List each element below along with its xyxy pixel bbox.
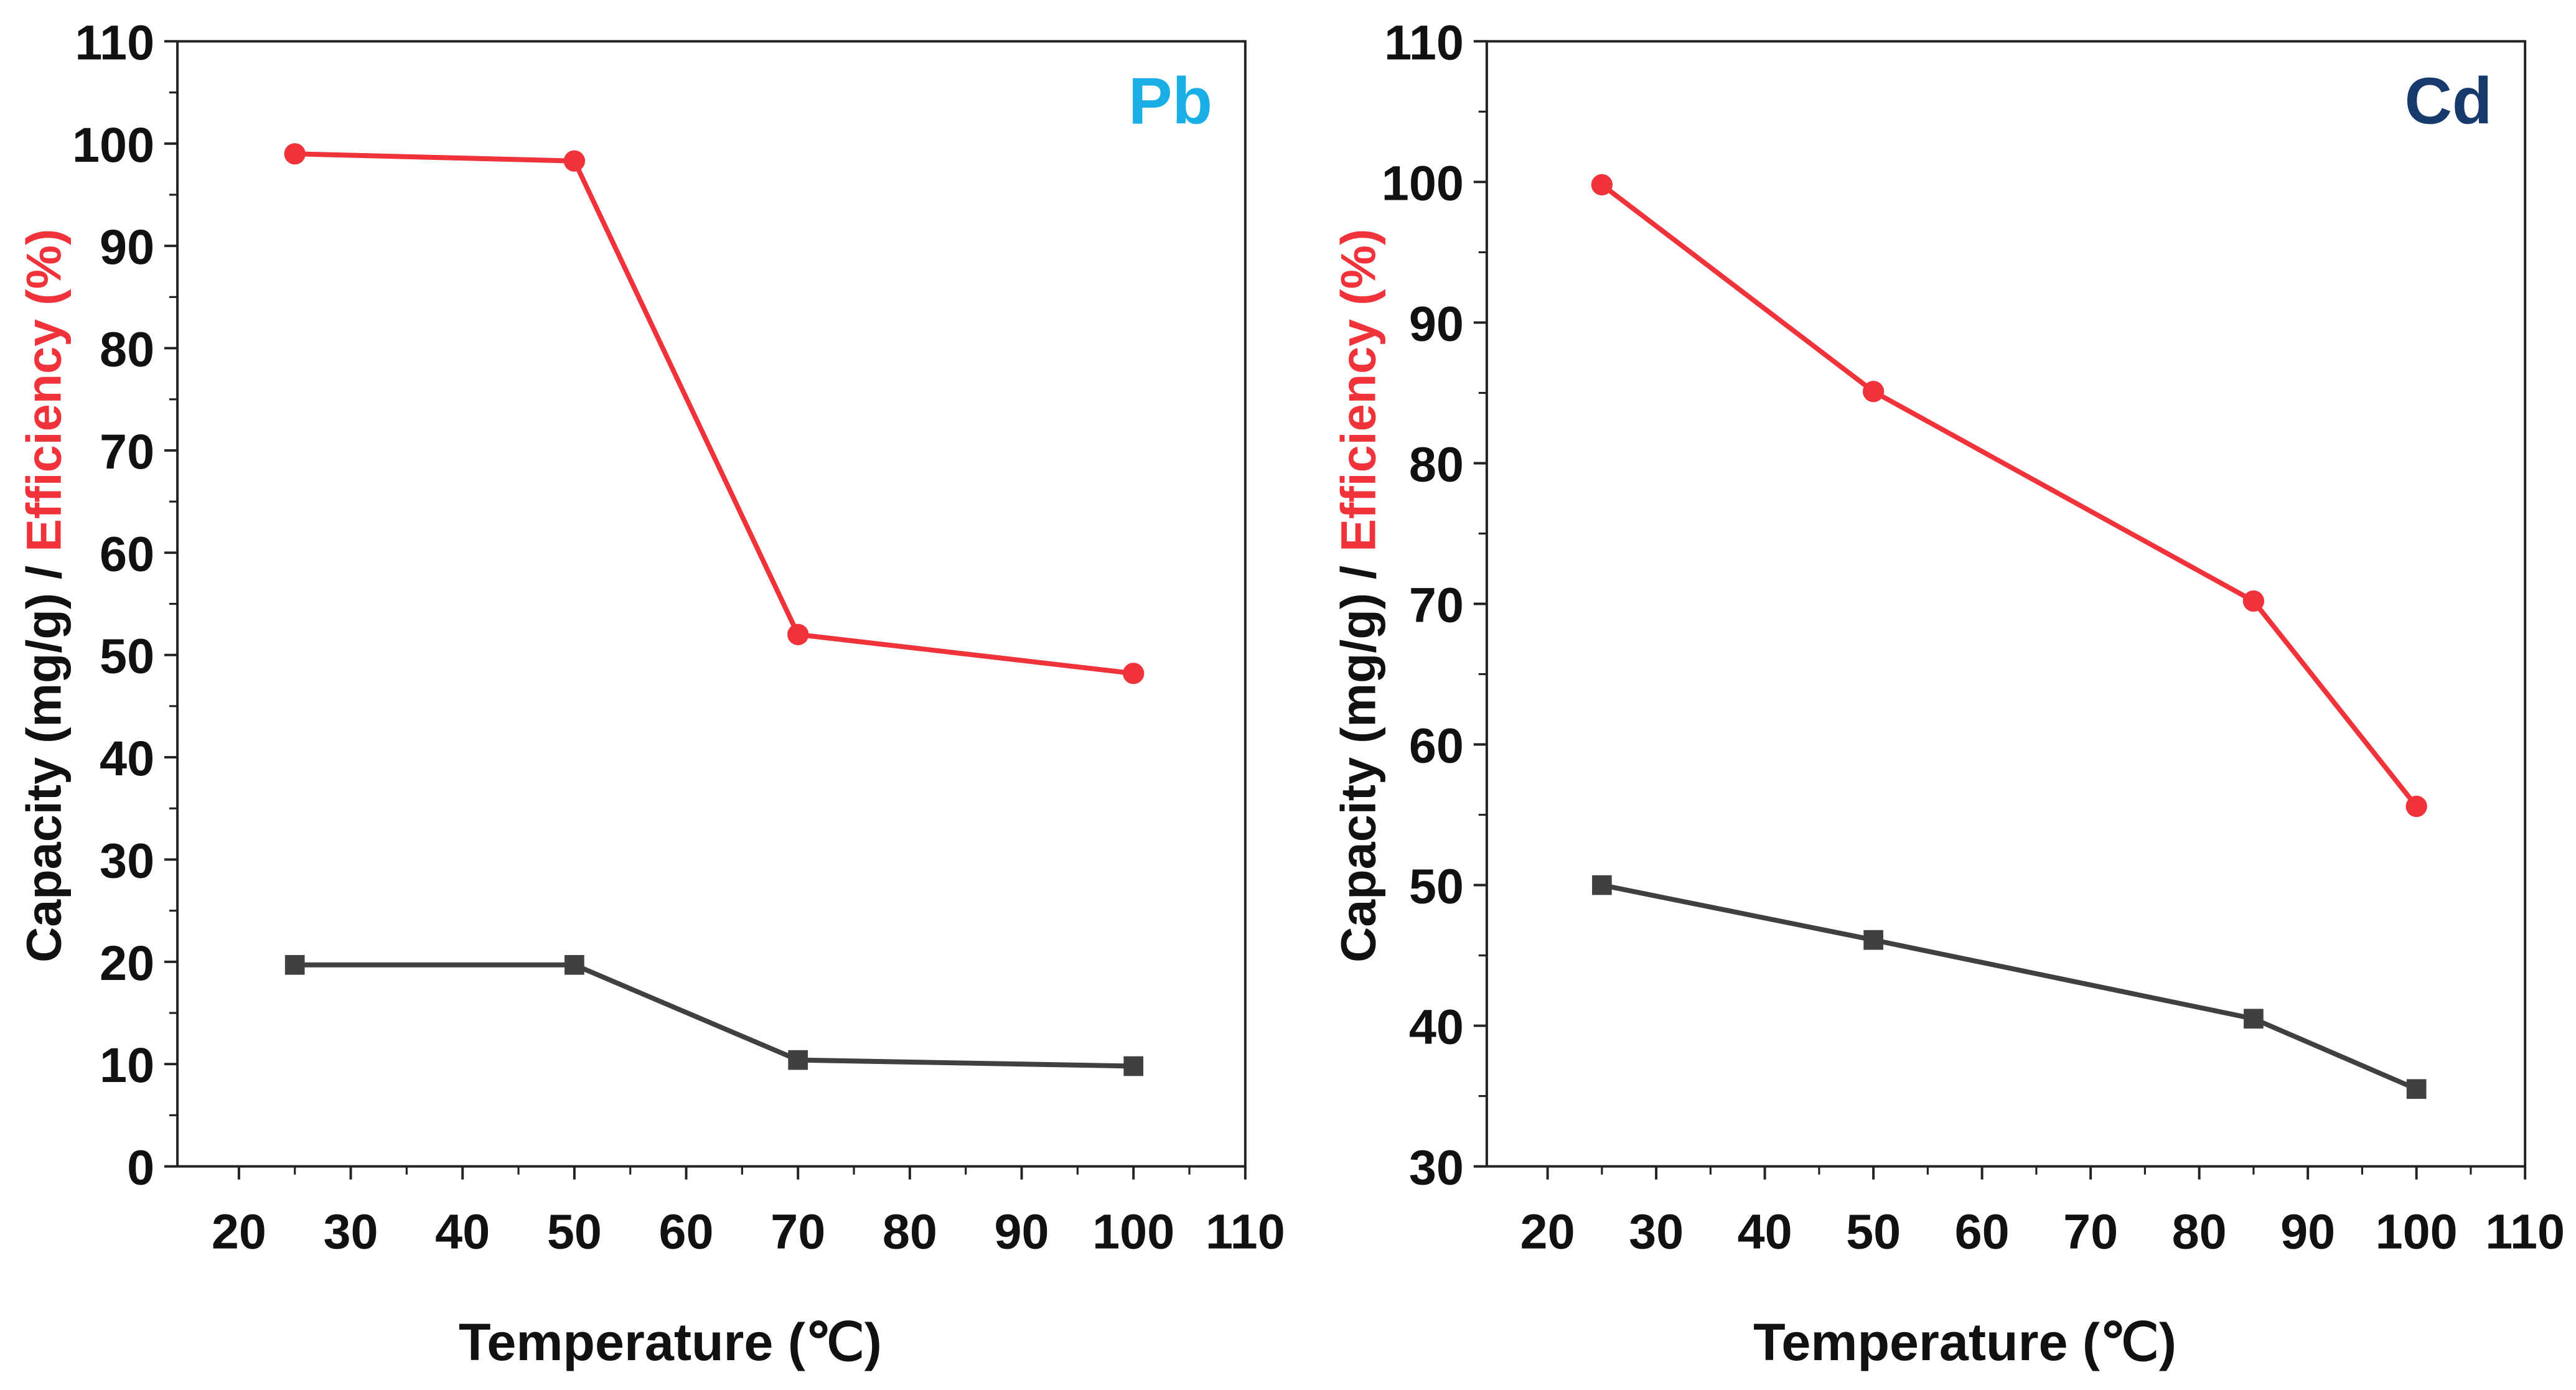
- y-tick-label: 60: [1409, 718, 1464, 773]
- series-line-efficiency: [1600, 182, 2419, 808]
- data-point-capacity: [2244, 1009, 2264, 1029]
- y-tick-label: 50: [1409, 859, 1464, 914]
- data-point-efficiency: [1591, 174, 1613, 196]
- data-point-efficiency: [284, 143, 306, 165]
- x-tick-label: 60: [659, 1204, 714, 1259]
- y-tick-label: 110: [1384, 14, 1464, 70]
- panel-pb: 20 30 40 50 60 70 80 90 100 110 0 10 20 30 40 50 60 70 80 9…: [16, 14, 1285, 1371]
- data-point-capacity: [284, 954, 305, 975]
- y-tick-label: 100: [1382, 155, 1464, 210]
- x-tick-label: 50: [547, 1204, 602, 1259]
- x-tick-label: 20: [1520, 1204, 1575, 1259]
- y-tick-label: 110: [75, 14, 154, 70]
- y-label-capacity: Capacity (mg/g) /: [16, 552, 72, 963]
- y-tick-label: 70: [100, 424, 154, 479]
- x-axis-label: Temperature (℃): [459, 1313, 882, 1371]
- x-tick-label: 50: [1846, 1204, 1901, 1259]
- series-line-capacity: [294, 962, 1134, 1069]
- y-tick-label: 10: [100, 1037, 154, 1093]
- data-point-efficiency: [1862, 381, 1885, 403]
- panel-title: Cd: [2405, 64, 2493, 138]
- x-tick-label: 100: [1092, 1204, 1174, 1259]
- x-axis-label: Temperature (℃): [1753, 1313, 2176, 1371]
- y-label-efficiency: Efficiency (%): [16, 229, 72, 552]
- y-tick-label: 40: [1409, 999, 1464, 1055]
- plot-frame: [176, 40, 1247, 1168]
- y-tick-label: 0: [127, 1140, 154, 1195]
- plot-frame: [1485, 40, 2527, 1168]
- x-tick-label: 30: [324, 1204, 378, 1259]
- data-point-efficiency: [563, 150, 586, 172]
- data-point-efficiency: [787, 623, 809, 645]
- x-tick-label: 40: [435, 1204, 490, 1259]
- x-tick-label: 30: [1629, 1204, 1684, 1259]
- y-axis-label: Capacity (mg/g) / Efficiency (%): [16, 229, 72, 963]
- x-tick-label: 60: [1955, 1204, 2010, 1259]
- x-tick-label: 40: [1738, 1204, 1792, 1259]
- y-tick-label: 50: [100, 628, 154, 684]
- y-tick-label: 30: [1409, 1140, 1464, 1195]
- data-point-efficiency: [2405, 795, 2427, 818]
- x-tick-label: 80: [883, 1204, 937, 1259]
- y-tick-label: 90: [1409, 296, 1464, 351]
- y-axis-label: Capacity (mg/g) / Efficiency (%): [1330, 229, 1385, 963]
- y-tick-label: 30: [100, 833, 154, 888]
- data-point-efficiency: [2242, 590, 2265, 612]
- y-label-capacity: Capacity (mg/g) /: [1330, 552, 1385, 963]
- x-tick-label: 80: [2172, 1204, 2227, 1259]
- panel-cd: 20 30 40 50 60 70 80 90 100 110 30 40 50 60 70 80 90 100 1…: [1330, 14, 2565, 1371]
- y-tick-label: 70: [1409, 577, 1464, 633]
- data-point-capacity: [1863, 930, 1883, 950]
- x-tick-label: 100: [2376, 1204, 2458, 1259]
- series-line-efficiency: [294, 151, 1134, 676]
- data-point-capacity: [564, 954, 584, 975]
- x-tick-label: 70: [770, 1204, 825, 1259]
- data-point-efficiency: [1123, 663, 1145, 684]
- y-label-efficiency: Efficiency (%): [1330, 229, 1385, 552]
- data-point-capacity: [2406, 1079, 2427, 1099]
- x-tick-label: 110: [2485, 1204, 2565, 1259]
- panel-title: Pb: [1128, 64, 1212, 138]
- x-tick-label: 90: [2280, 1204, 2335, 1259]
- series-line-capacity: [1601, 882, 2418, 1091]
- y-tick-label: 40: [100, 730, 154, 786]
- y-tick-label: 60: [100, 526, 154, 581]
- y-tick-label: 80: [100, 322, 154, 377]
- y-tick-label: 100: [72, 117, 154, 172]
- x-tick-label: 110: [1206, 1204, 1285, 1259]
- y-tick-label: 90: [100, 219, 154, 274]
- x-tick-label: 70: [2063, 1204, 2118, 1259]
- data-point-capacity: [1123, 1056, 1144, 1076]
- data-point-capacity: [788, 1050, 808, 1070]
- x-tick-label: 20: [212, 1204, 266, 1259]
- data-point-capacity: [1592, 875, 1612, 895]
- y-tick-label: 80: [1409, 437, 1464, 492]
- x-tick-label: 90: [994, 1204, 1049, 1259]
- y-tick-label: 20: [100, 935, 154, 991]
